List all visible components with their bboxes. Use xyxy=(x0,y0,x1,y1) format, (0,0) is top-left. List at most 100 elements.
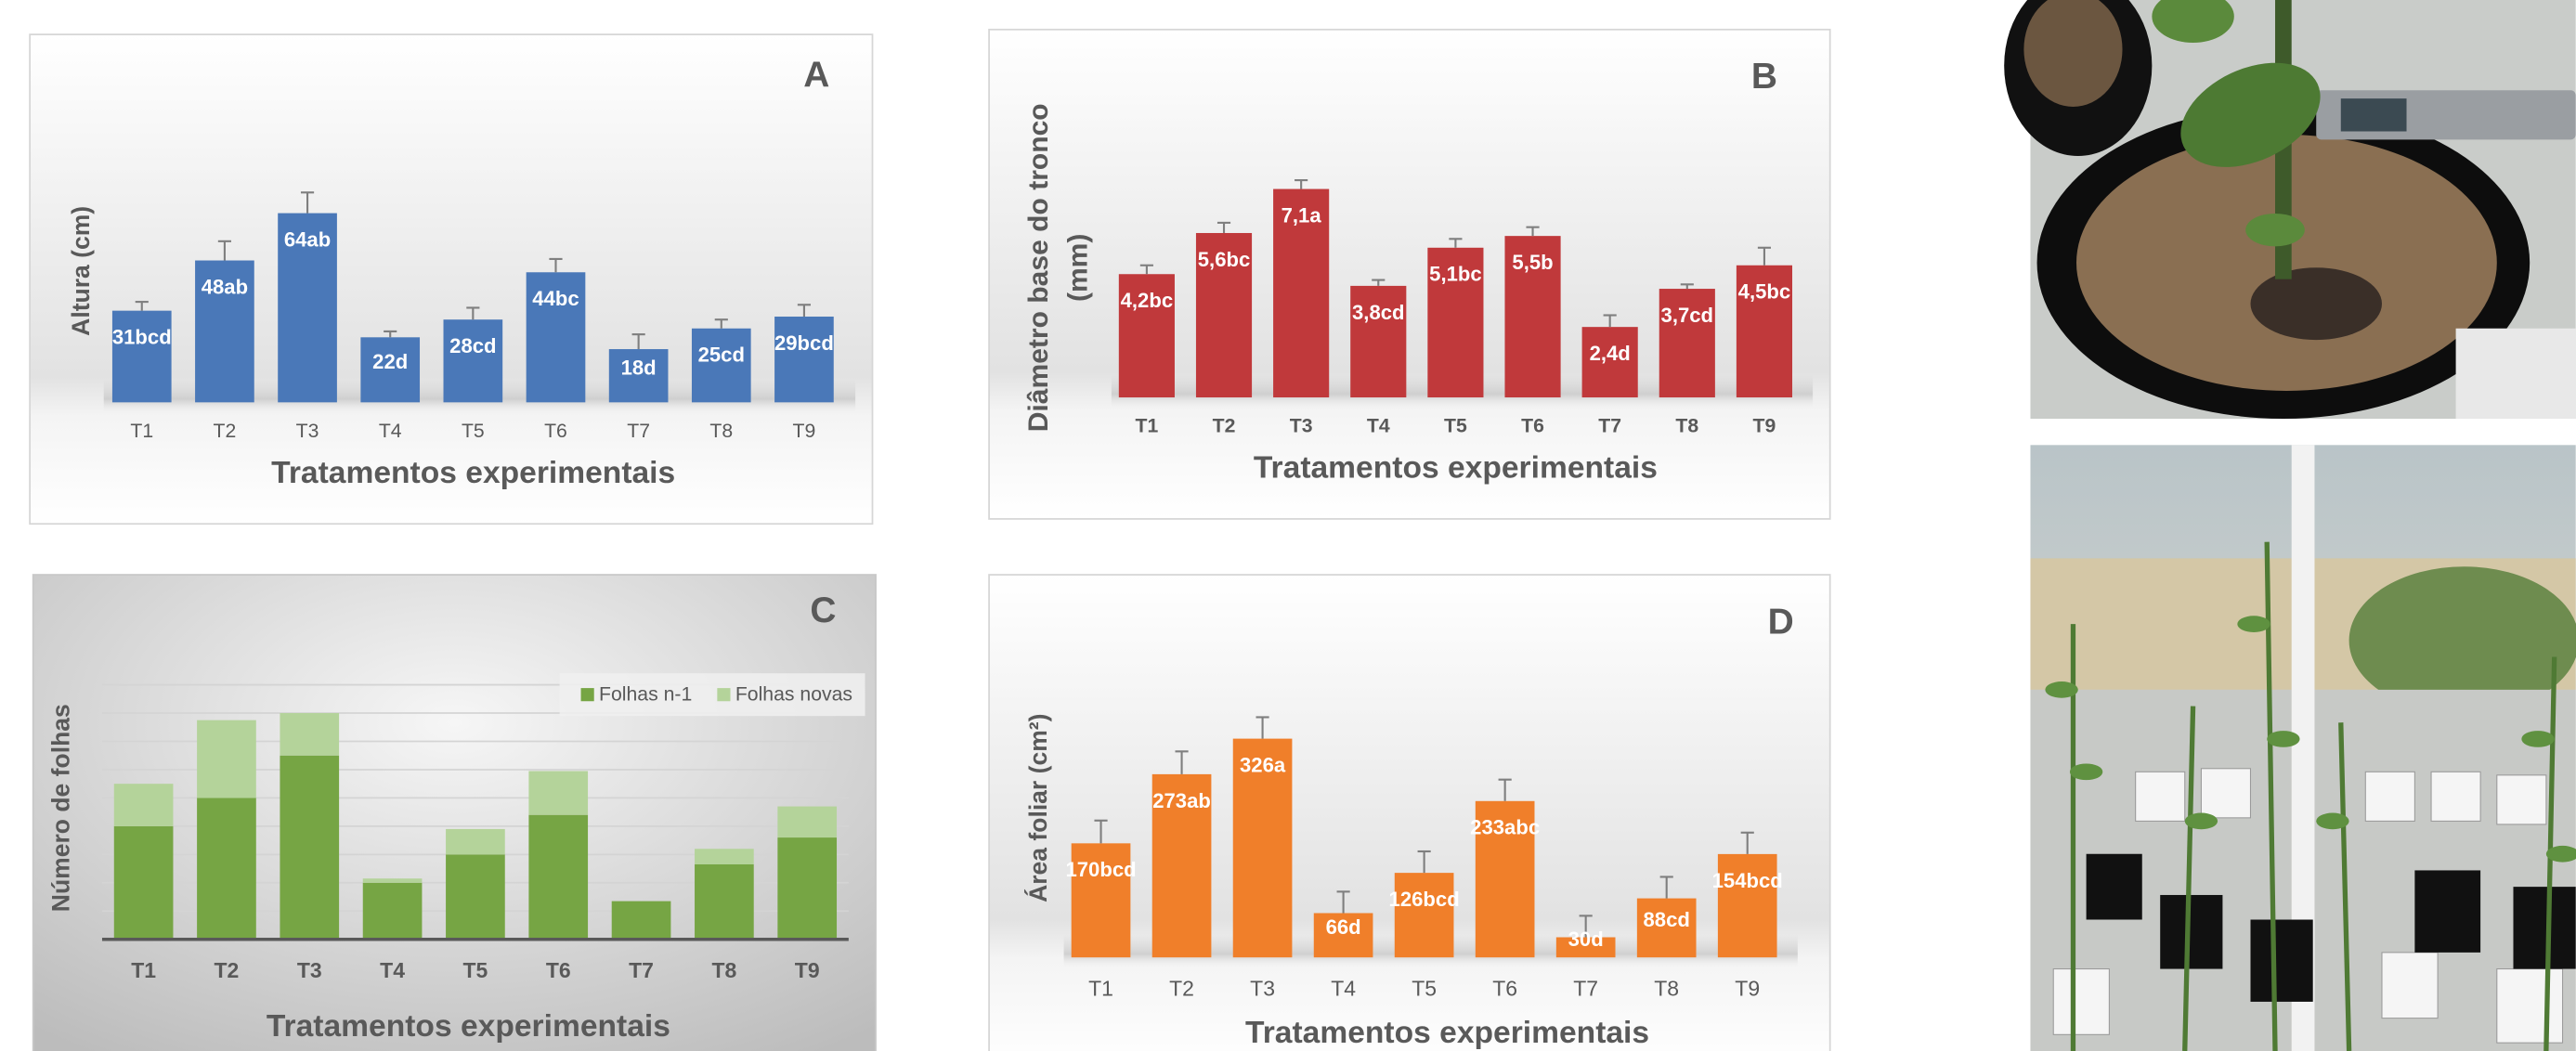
panel-label: A xyxy=(803,55,829,95)
bar-segment xyxy=(528,771,588,814)
data-label: 233abc xyxy=(1470,816,1540,839)
data-label: 3,7cd xyxy=(1661,304,1713,327)
x-tick-label: T5 xyxy=(462,958,488,982)
x-tick-label: T9 xyxy=(795,958,820,982)
bar-segment xyxy=(528,815,588,940)
x-tick-label: T2 xyxy=(215,958,240,982)
bar-segment xyxy=(197,720,256,798)
x-tick-label: T4 xyxy=(380,958,405,982)
legend-label: Folhas novas xyxy=(735,684,852,706)
bar-segment xyxy=(446,829,505,854)
data-label: 44bc xyxy=(532,287,579,310)
x-tick-label: T8 xyxy=(1675,415,1698,436)
legend-label: Folhas n-1 xyxy=(599,684,692,706)
bar-segment xyxy=(114,784,174,826)
legend-swatch xyxy=(717,688,730,701)
y-axis-title: Altura (cm) xyxy=(67,206,95,336)
bar-segment xyxy=(363,883,423,940)
data-label: 31bcd xyxy=(112,326,172,349)
data-label: 4,5bc xyxy=(1738,280,1791,304)
bar-segment xyxy=(612,902,671,940)
x-tick-label: T9 xyxy=(1753,415,1776,436)
legend-swatch xyxy=(581,688,594,701)
data-label: 154bcd xyxy=(1712,869,1783,892)
bar-segment xyxy=(695,849,754,864)
x-tick-label: T6 xyxy=(546,958,571,982)
x-tick-label: T5 xyxy=(462,421,485,442)
bar-segment xyxy=(280,756,339,940)
photo-plant-caliper xyxy=(2004,0,2576,419)
x-tick-label: T3 xyxy=(1290,415,1313,436)
x-tick-label: T4 xyxy=(1331,977,1356,1001)
bar-segment xyxy=(363,878,423,883)
panel-frame xyxy=(989,575,1830,1051)
photo-greenhouse xyxy=(2030,445,2576,1051)
data-label: 22d xyxy=(372,350,408,373)
x-axis-title: Tratamentos experimentais xyxy=(267,1009,670,1044)
data-label: 2,4d xyxy=(1590,342,1631,365)
data-label: 4,2bc xyxy=(1121,289,1174,312)
x-tick-label: T2 xyxy=(214,421,237,442)
data-label: 25cd xyxy=(698,344,745,367)
x-tick-label: T3 xyxy=(1250,977,1275,1001)
bar-segment xyxy=(197,798,256,939)
x-tick-label: T3 xyxy=(296,421,319,442)
y-axis-title: Diâmetro base do tronco xyxy=(1023,103,1054,432)
data-label: 28cd xyxy=(449,334,496,357)
x-tick-label: T1 xyxy=(1088,977,1113,1001)
y-axis-title: (mm) xyxy=(1062,234,1093,302)
panel-label: D xyxy=(1768,602,1794,642)
x-tick-label: T8 xyxy=(1654,977,1679,1001)
bar-segment xyxy=(695,864,754,940)
data-label: 29bcd xyxy=(774,331,834,355)
bar-segment xyxy=(777,837,837,940)
x-tick-label: T6 xyxy=(1521,415,1544,436)
bar xyxy=(112,311,172,403)
data-label: 5,6bc xyxy=(1198,248,1251,271)
panel-frame xyxy=(989,30,1830,519)
x-tick-label: T7 xyxy=(1573,977,1598,1001)
x-tick-label: T6 xyxy=(1492,977,1517,1001)
x-tick-label: T7 xyxy=(1598,415,1621,436)
x-tick-label: T8 xyxy=(709,421,733,442)
x-tick-label: T5 xyxy=(1412,977,1437,1001)
x-tick-label: T9 xyxy=(1735,977,1760,1001)
panel-frame xyxy=(30,34,872,524)
data-label: 3,8cd xyxy=(1352,301,1405,324)
bar-segment xyxy=(280,713,339,756)
x-tick-label: T4 xyxy=(379,421,402,442)
data-label: 7,1a xyxy=(1281,203,1322,227)
data-label: 326a xyxy=(1240,754,1286,777)
data-label: 5,1bc xyxy=(1429,263,1482,286)
x-axis-title: Tratamentos experimentais xyxy=(271,456,675,490)
x-axis-title: Tratamentos experimentais xyxy=(1254,451,1658,486)
data-label: 5,5b xyxy=(1512,251,1553,274)
figure: A Tratamentos experimentais Altura (cm) T1 3… xyxy=(0,0,2576,1051)
x-tick-label: T3 xyxy=(297,958,322,982)
bar xyxy=(1395,873,1454,957)
x-tick-label: T7 xyxy=(629,958,654,982)
x-tick-label: T1 xyxy=(130,421,153,442)
x-tick-label: T8 xyxy=(711,958,736,982)
x-axis-title: Tratamentos experimentais xyxy=(1245,1016,1649,1050)
bar-segment xyxy=(446,854,505,939)
data-label: 88cd xyxy=(1644,908,1690,931)
data-label: 64ab xyxy=(284,227,331,251)
data-label: 48ab xyxy=(202,275,248,298)
x-tick-label: T4 xyxy=(1367,415,1390,436)
bar xyxy=(444,319,503,402)
x-tick-label: T2 xyxy=(1213,415,1236,436)
bar xyxy=(774,317,834,402)
page: A Tratamentos experimentais Altura (cm) T1 3… xyxy=(0,0,2576,1051)
data-label: 170bcd xyxy=(1065,858,1136,881)
y-axis-title: Número de folhas xyxy=(47,704,75,912)
bar-segment xyxy=(777,807,837,838)
x-tick-label: T9 xyxy=(793,421,816,442)
data-label: 273ab xyxy=(1152,789,1211,812)
x-tick-label: T1 xyxy=(131,958,156,982)
y-axis-title: Área foliar (cm²) xyxy=(1024,714,1052,902)
data-label: 30d xyxy=(1568,928,1604,951)
data-label: 18d xyxy=(621,356,657,379)
data-label: 66d xyxy=(1326,915,1361,939)
bar-segment xyxy=(114,826,174,940)
